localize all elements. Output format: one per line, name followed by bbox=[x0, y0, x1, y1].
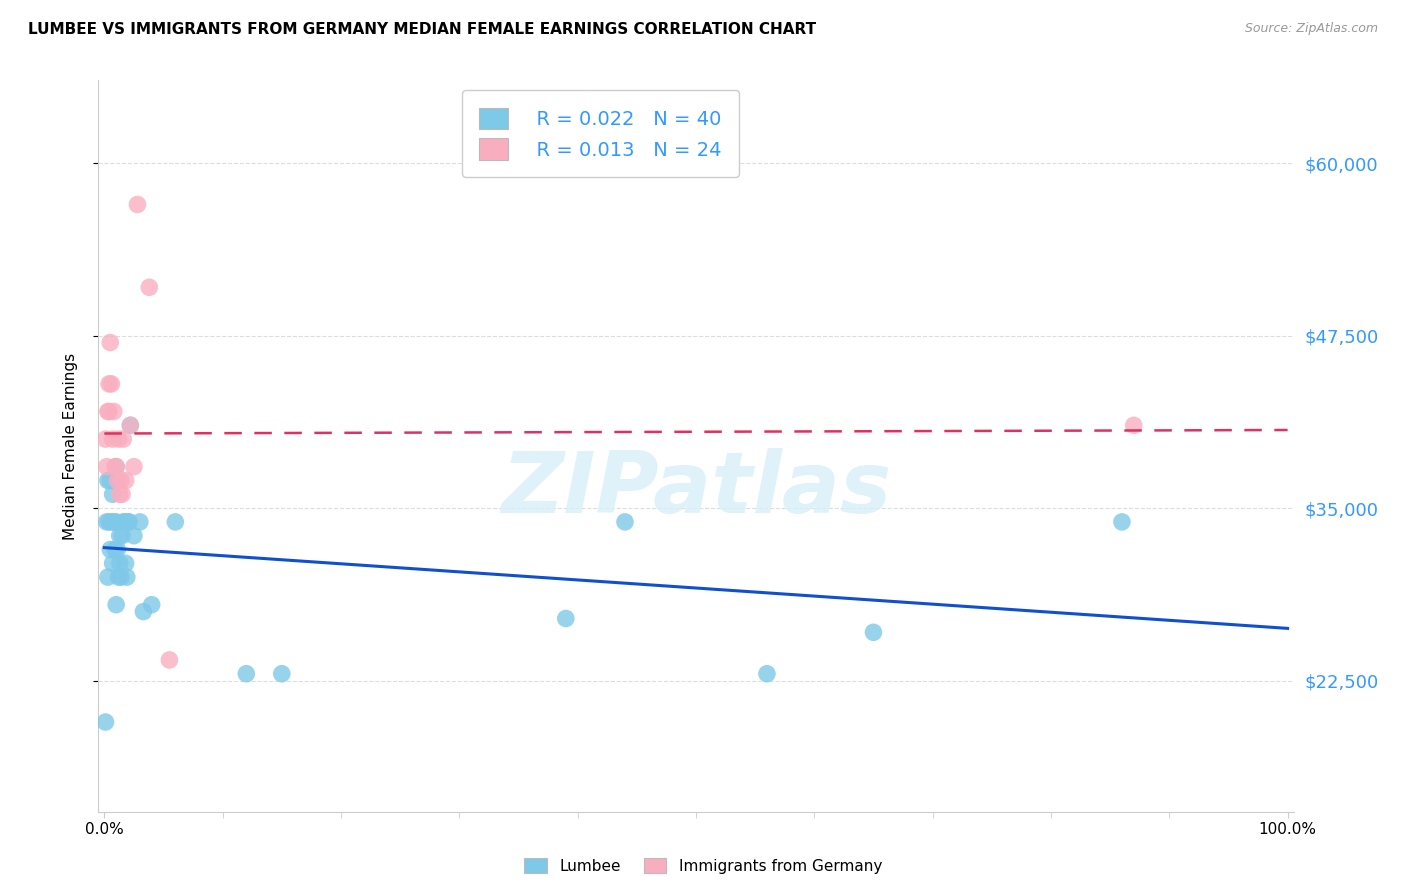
Point bbox=[110, 474, 132, 488]
Point bbox=[114, 557, 136, 571]
Point bbox=[122, 529, 145, 543]
Point bbox=[120, 418, 142, 433]
Point bbox=[98, 335, 121, 350]
Point bbox=[111, 487, 134, 501]
Point bbox=[115, 570, 138, 584]
Point bbox=[98, 474, 121, 488]
Point bbox=[94, 714, 117, 729]
Point bbox=[105, 474, 128, 488]
Point bbox=[1122, 418, 1144, 433]
Point bbox=[755, 666, 778, 681]
Point bbox=[108, 557, 131, 571]
Point bbox=[112, 432, 135, 446]
Point bbox=[103, 515, 125, 529]
Point bbox=[128, 515, 150, 529]
Point bbox=[98, 404, 121, 418]
Point bbox=[100, 515, 122, 529]
Point bbox=[101, 487, 124, 501]
Point bbox=[112, 515, 135, 529]
Point bbox=[120, 418, 142, 433]
Point bbox=[96, 515, 118, 529]
Point bbox=[132, 605, 155, 619]
Point bbox=[100, 376, 122, 391]
Text: LUMBEE VS IMMIGRANTS FROM GERMANY MEDIAN FEMALE EARNINGS CORRELATION CHART: LUMBEE VS IMMIGRANTS FROM GERMANY MEDIAN… bbox=[28, 22, 817, 37]
Point bbox=[98, 542, 121, 557]
Point bbox=[141, 598, 163, 612]
Point bbox=[103, 404, 125, 418]
Point bbox=[235, 666, 257, 681]
Point bbox=[97, 404, 120, 418]
Point bbox=[105, 459, 128, 474]
Point bbox=[98, 376, 121, 391]
Point bbox=[1111, 515, 1133, 529]
Point bbox=[104, 459, 127, 474]
Point bbox=[118, 515, 141, 529]
Point bbox=[97, 570, 120, 584]
Point bbox=[105, 515, 128, 529]
Point bbox=[101, 432, 124, 446]
Point bbox=[270, 666, 292, 681]
Legend: Lumbee, Immigrants from Germany: Lumbee, Immigrants from Germany bbox=[517, 852, 889, 880]
Text: Source: ZipAtlas.com: Source: ZipAtlas.com bbox=[1244, 22, 1378, 36]
Point bbox=[105, 542, 128, 557]
Point bbox=[157, 653, 180, 667]
Point bbox=[104, 542, 127, 557]
Point bbox=[97, 474, 120, 488]
Point bbox=[107, 570, 129, 584]
Point bbox=[554, 611, 576, 625]
Point bbox=[105, 459, 128, 474]
Point bbox=[108, 529, 131, 543]
Point bbox=[105, 598, 128, 612]
Point bbox=[111, 529, 134, 543]
Point bbox=[110, 570, 132, 584]
Point bbox=[862, 625, 884, 640]
Point bbox=[114, 474, 136, 488]
Point bbox=[117, 515, 139, 529]
Text: ZIPatlas: ZIPatlas bbox=[501, 449, 891, 532]
Point bbox=[101, 557, 124, 571]
Point bbox=[108, 487, 131, 501]
Point bbox=[127, 197, 149, 211]
Point bbox=[114, 515, 136, 529]
Point bbox=[96, 459, 118, 474]
Point bbox=[165, 515, 187, 529]
Legend:   R = 0.022   N = 40,   R = 0.013   N = 24: R = 0.022 N = 40, R = 0.013 N = 24 bbox=[461, 90, 740, 178]
Point bbox=[614, 515, 637, 529]
Point bbox=[122, 459, 145, 474]
Point bbox=[138, 280, 160, 294]
Point bbox=[107, 432, 129, 446]
Y-axis label: Median Female Earnings: Median Female Earnings bbox=[63, 352, 77, 540]
Point bbox=[94, 432, 117, 446]
Point bbox=[98, 515, 121, 529]
